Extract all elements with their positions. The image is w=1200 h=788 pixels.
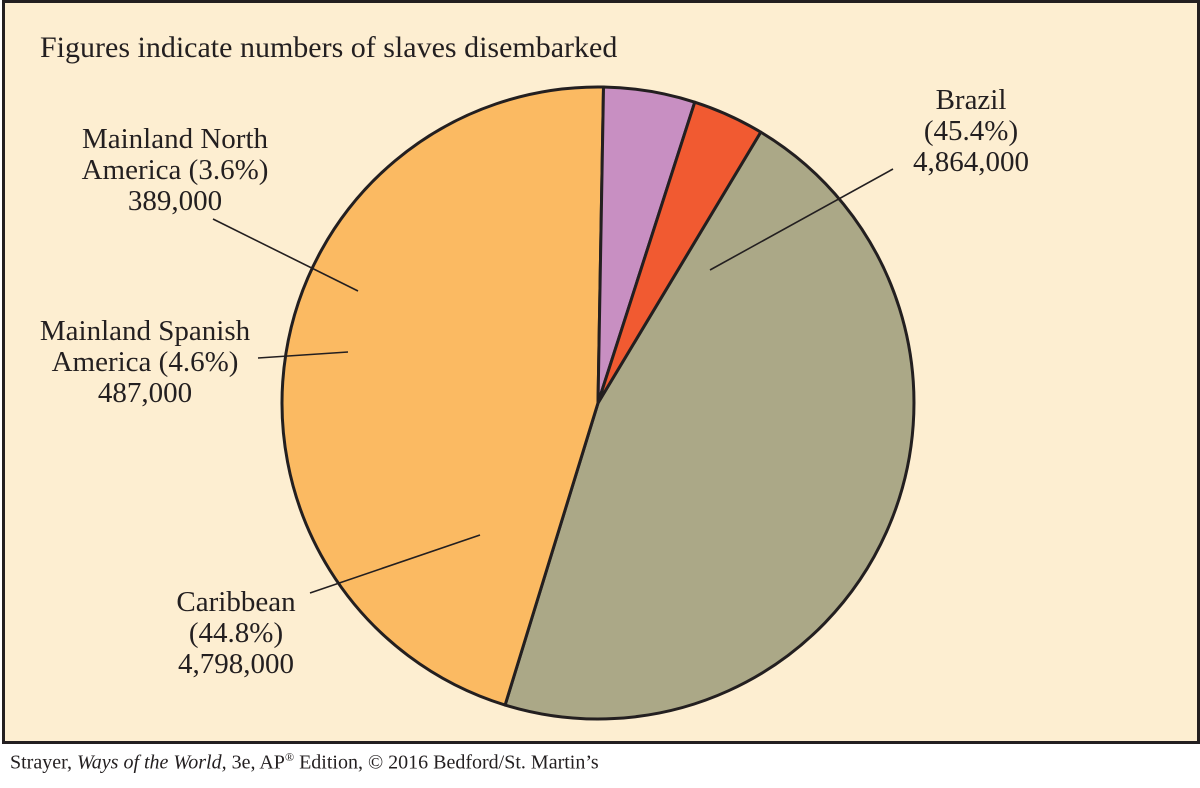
pie-slice-brazil <box>503 130 916 721</box>
slice-value-mainland-spanish-america: 487,000 <box>98 377 192 409</box>
source-caption: Strayer, Ways of the World, 3e, AP® Edit… <box>10 750 599 780</box>
caption-author: Strayer, <box>10 751 77 774</box>
caption-publisher: Edition, © 2016 Bedford/St. Martin’s <box>294 751 599 774</box>
slice-percent-caribbean: (44.8%) <box>189 617 283 649</box>
caption-registered-mark: ® <box>284 750 295 764</box>
slice-label-mainland-spanish-america: Mainland Spanish America (4.6%) 487,000 <box>40 315 251 409</box>
slice-label-mainland-spanish-america: America <box>52 346 159 378</box>
slice-label-line-brazil: (45.4%) <box>924 115 1018 147</box>
slice-label-brazil: Brazil (45.4%) 4,864,000 <box>913 84 1029 178</box>
slice-label-line-mainland-north-america: 389,000 <box>128 185 222 217</box>
slice-label-line-caribbean: (44.8%) <box>189 617 283 649</box>
slice-label-caribbean: Caribbean (44.8%) 4,798,000 <box>176 586 296 680</box>
slice-percent-brazil: (45.4%) <box>924 115 1018 147</box>
slice-percent-mainland-north-america: (3.6%) <box>189 154 269 186</box>
pie-slice-mainland-north-america <box>596 100 763 405</box>
slice-label-mainland-north-america: America <box>82 154 189 186</box>
pie-chart: Figures indicate numbers of slaves disem… <box>40 31 1029 721</box>
slice-label-caribbean: Caribbean <box>176 586 296 618</box>
slice-label-mainland-north-america: Mainland North <box>82 123 269 155</box>
slice-label-mainland-spanish-america: Mainland Spanish <box>40 315 251 347</box>
pie-slices <box>280 85 916 721</box>
slice-value-caribbean: 4,798,000 <box>178 648 294 680</box>
slice-percent-mainland-spanish-america: (4.6%) <box>159 346 239 378</box>
caption-book-title: Ways of the World, <box>76 751 227 774</box>
leader-line-caribbean <box>309 534 481 594</box>
chart-panel: Figures indicate numbers of slaves disem… <box>2 0 1200 744</box>
slice-label-mainland-north-america: Mainland North America (3.6%) 389,000 <box>82 123 269 217</box>
slice-label-line-brazil: Brazil <box>936 84 1007 116</box>
caption-edition: 3e, AP <box>226 751 285 774</box>
chart-title: Figures indicate numbers of slaves disem… <box>40 31 617 64</box>
slice-value-mainland-north-america: 389,000 <box>128 185 222 217</box>
slice-label-line-mainland-spanish-america: 487,000 <box>98 377 192 409</box>
pie-slice-caribbean <box>280 85 606 707</box>
slice-label-line-caribbean: Caribbean <box>176 586 296 618</box>
slice-label-line-mainland-north-america: Mainland North <box>82 123 269 155</box>
leader-line-brazil <box>709 168 894 271</box>
leader-line-mainland-spanish-america <box>257 351 349 359</box>
slice-label-brazil: Brazil <box>936 84 1007 116</box>
slice-label-line-mainland-north-america: America (3.6%) <box>82 154 269 186</box>
slice-value-brazil: 4,864,000 <box>913 146 1029 178</box>
slice-label-line-mainland-spanish-america: America (4.6%) <box>52 346 239 378</box>
slice-label-line-caribbean: 4,798,000 <box>178 648 294 680</box>
slice-label-line-brazil: 4,864,000 <box>913 146 1029 178</box>
leader-lines <box>212 168 894 594</box>
leader-line-mainland-north-america <box>212 218 359 292</box>
slice-label-line-mainland-spanish-america: Mainland Spanish <box>40 315 251 347</box>
